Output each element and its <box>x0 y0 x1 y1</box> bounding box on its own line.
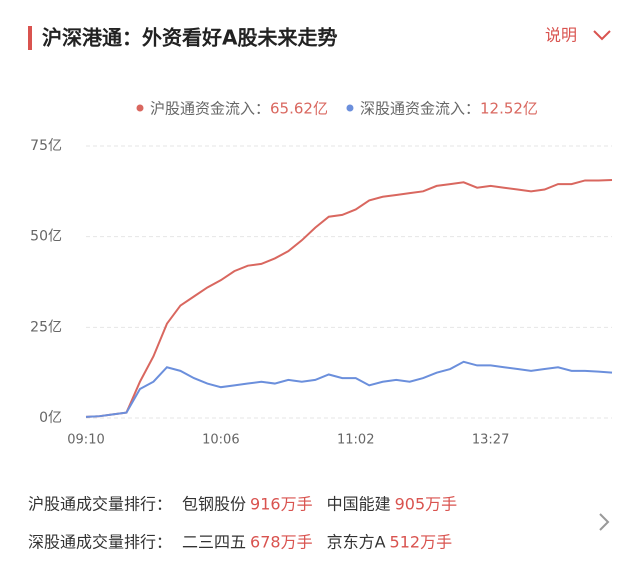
stock-volume: 916万手 <box>250 495 313 514</box>
stock-name: 二三四五 <box>182 533 246 552</box>
y-tick-label: 75亿 <box>30 138 62 154</box>
legend-label: 深股通资金流入： <box>360 100 480 118</box>
ranking-label: 深股通成交量排行： <box>28 533 172 552</box>
chevron-right[interactable] <box>599 513 610 531</box>
title-accent <box>28 26 32 50</box>
stock-name: 京东方A <box>327 533 386 552</box>
series-line <box>85 360 613 418</box>
stock-name: 中国能建 <box>327 495 391 514</box>
chevron-down <box>593 30 611 41</box>
legend-label: 沪股通资金流入： <box>150 100 270 118</box>
stock-name: 包钢股份 <box>182 495 246 514</box>
help-button[interactable]: 说明 <box>545 26 611 45</box>
series-line <box>85 179 613 418</box>
legend-dot <box>136 104 144 112</box>
stock-volume: 678万手 <box>250 533 313 552</box>
y-tick-label: 50亿 <box>30 229 62 245</box>
x-tick-label: 11:02 <box>337 433 374 448</box>
ranking-label: 沪股通成交量排行： <box>28 495 172 514</box>
legend-value: 12.52亿 <box>480 100 538 118</box>
x-tick-label: 09:10 <box>67 433 104 448</box>
title: 沪深港通：外资看好A股未来走势 <box>42 26 337 50</box>
legend-dot <box>346 104 354 112</box>
y-tick-label: 0亿 <box>39 410 62 426</box>
stock-volume: 512万手 <box>390 533 453 552</box>
legend-value: 65.62亿 <box>270 100 328 118</box>
help-label[interactable]: 说明 <box>545 26 577 45</box>
stock-volume: 905万手 <box>395 495 458 514</box>
y-tick-label: 25亿 <box>30 319 62 335</box>
x-tick-label: 13:27 <box>472 433 509 448</box>
x-tick-label: 10:06 <box>202 433 239 448</box>
